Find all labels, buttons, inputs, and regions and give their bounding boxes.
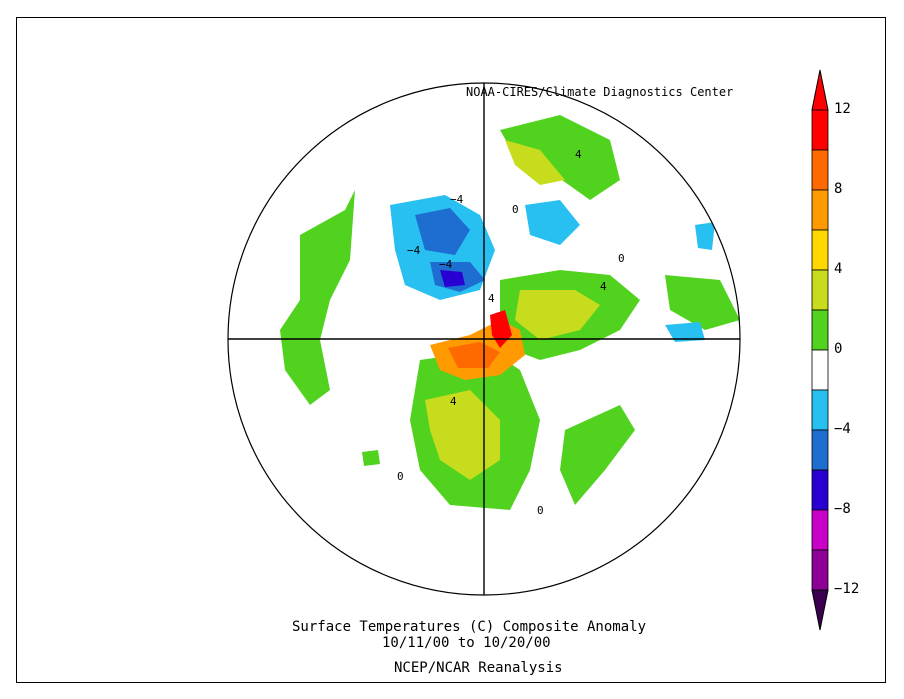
- anomaly-asia-cold-small: [665, 322, 705, 342]
- anomaly-north-atlantic-east: [280, 190, 355, 405]
- colorbar-swatch: [811, 229, 829, 271]
- colorbar-tick-label: 8: [834, 181, 843, 197]
- anomaly-alaska-small: [362, 450, 380, 466]
- anomaly-fill: [280, 115, 740, 510]
- credit-label: NOAA-CIRES/Climate Diagnostics Center: [466, 85, 734, 99]
- colorbar-swatch: [811, 189, 829, 231]
- anomaly-pacific-cold-small: [695, 222, 715, 250]
- anomaly-siberia-blue: [415, 208, 470, 255]
- contour-label: 0: [397, 470, 404, 483]
- colorbar-tick-label: −4: [834, 421, 851, 437]
- anomaly-canada-yg: [425, 390, 500, 480]
- anomaly-kara-cold: [525, 200, 580, 245]
- colorbar-swatch: [811, 389, 829, 431]
- anomaly-europe-yg: [505, 140, 565, 185]
- contour-label: 4: [600, 280, 607, 293]
- contour-label: −4: [407, 244, 421, 257]
- colorbar-swatch: [811, 509, 829, 551]
- contour-label: 0: [512, 203, 519, 216]
- anomaly-asia-yg: [515, 290, 600, 340]
- colorbar-swatch: [811, 109, 829, 151]
- colorbar-tick-label: 0: [834, 341, 843, 357]
- colorbar-swatch: [811, 469, 829, 511]
- anomaly-europe: [500, 115, 620, 200]
- colorbar-swatch: [811, 149, 829, 191]
- colorbar-tick-label: 4: [834, 261, 843, 277]
- figure-title-line1: Surface Temperatures (C) Composite Anoma…: [292, 619, 647, 635]
- anomaly-siberia-deep: [440, 270, 465, 287]
- anomaly-arctic-warm-inner: [448, 342, 500, 368]
- colorbar-bottom-arrow: [811, 589, 829, 631]
- contour-label: 0: [537, 504, 544, 517]
- contour-label: 4: [575, 148, 582, 161]
- colorbar-top-arrow: [811, 69, 829, 111]
- colorbar-swatch: [811, 269, 829, 311]
- contour-labels: −4 −4 −4 4 4 4 4 0 0 0 0: [397, 148, 625, 517]
- colorbar-tick-label: −8: [834, 501, 851, 517]
- contour-label: 0: [618, 252, 625, 265]
- contour-label: 4: [450, 395, 457, 408]
- contour-label: −4: [439, 258, 453, 271]
- anomaly-east-asia: [665, 275, 740, 330]
- figure-title-line2: 10/11/00 to 10/20/00: [382, 635, 551, 651]
- colorbar-tick-label: −12: [834, 581, 860, 597]
- contour-label: −4: [450, 193, 464, 206]
- figure-title-line3: NCEP/NCAR Reanalysis: [394, 660, 563, 676]
- colorbar-swatch: [811, 549, 829, 591]
- contour-label: 4: [488, 292, 495, 305]
- colorbar-swatch: [811, 349, 829, 391]
- anomaly-pacific: [560, 405, 635, 505]
- colorbar-swatch: [811, 429, 829, 471]
- colorbar-tick-label: 12: [834, 101, 851, 117]
- plot-frame: [16, 17, 886, 683]
- colorbar-swatch: [811, 309, 829, 351]
